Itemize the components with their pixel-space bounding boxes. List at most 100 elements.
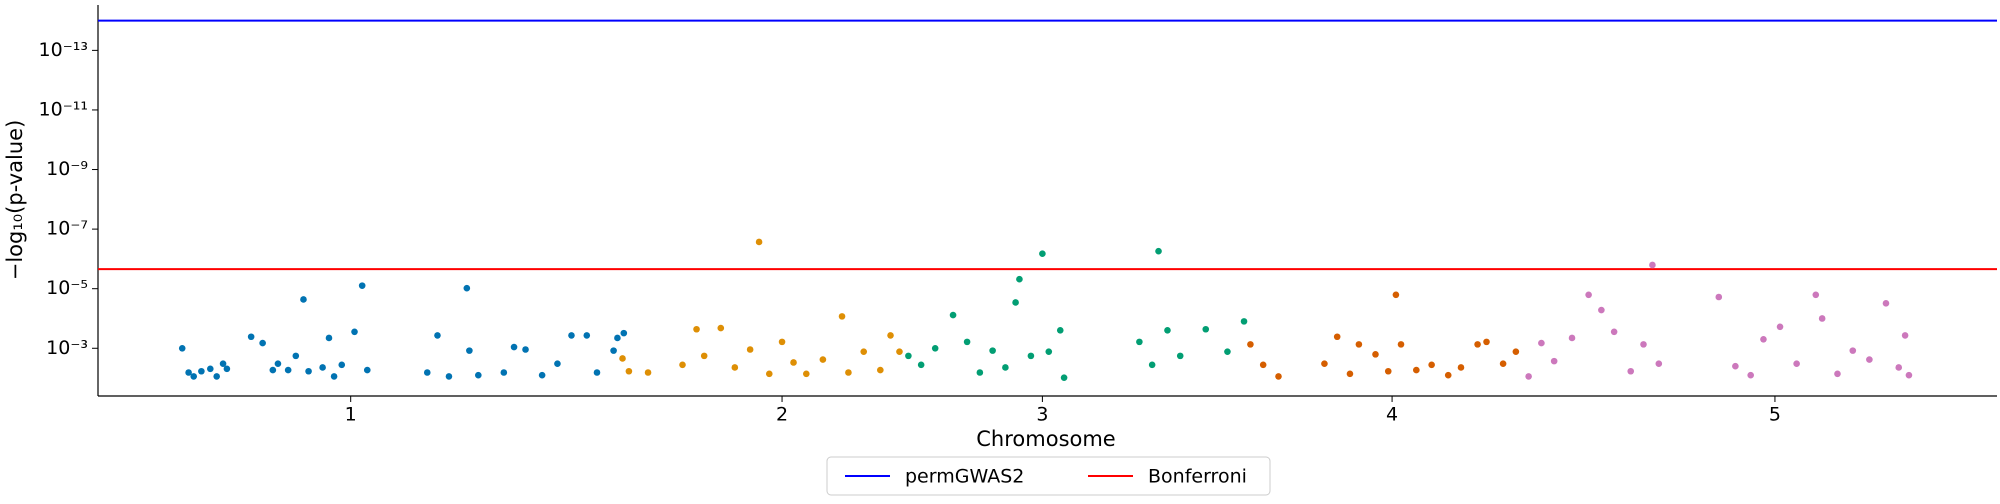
point [731,364,739,371]
point [319,364,326,371]
point [1499,360,1507,368]
point [284,366,292,374]
point [1148,361,1156,369]
point [877,366,884,374]
point [1259,361,1267,369]
point [1882,300,1890,307]
point [1428,361,1435,369]
point [198,367,205,375]
y-tick-label: 10⁻⁵ [46,277,88,299]
point [693,325,700,333]
point [644,369,652,376]
point [583,332,591,339]
point [610,347,617,354]
legend-label: Bonferroni [1148,466,1247,488]
point [619,355,626,362]
point [860,348,868,355]
point [1056,327,1064,334]
y-tick-label: 10⁻⁷ [46,218,88,240]
point [1136,338,1143,346]
point [466,347,473,354]
point [223,365,231,373]
point [305,367,312,375]
point [949,311,957,319]
point [185,369,192,376]
point [1732,362,1739,370]
point [1372,351,1379,358]
point [269,366,277,374]
x-axis-label: Chromosome [976,427,1115,451]
point [1027,352,1035,360]
point [1474,341,1481,348]
legend-box [826,456,1271,496]
point [1715,293,1723,301]
point [1392,291,1400,299]
x-tick-label: 2 [776,404,788,426]
point [989,347,996,354]
point [1002,364,1009,371]
point [679,361,686,369]
point [963,338,971,346]
point [510,343,518,351]
point [593,369,601,376]
point [1457,364,1465,371]
x-tick-label: 5 [1769,404,1781,426]
y-tick-label: 10⁻³ [46,337,88,359]
point [1525,373,1532,380]
point [1627,367,1635,375]
point [931,344,939,352]
point [819,356,827,363]
point [1585,291,1592,299]
point [1640,341,1647,348]
point [1895,364,1903,371]
point [1649,261,1656,269]
point [1202,325,1210,333]
point [358,282,366,289]
point [1849,347,1857,354]
point [700,352,708,360]
point [1760,336,1767,343]
point [274,360,282,368]
point [1834,370,1841,378]
point [1818,315,1826,322]
point [802,370,810,378]
point [1247,341,1254,348]
point [887,332,894,339]
point [1155,247,1162,255]
point [614,334,621,342]
point [1012,299,1019,306]
point [190,373,198,380]
point [620,329,628,337]
point [247,333,255,341]
point [1045,348,1053,355]
point [522,346,529,353]
legend-label: permGWAS2 [905,466,1024,488]
point [1346,370,1354,378]
point [625,367,633,375]
point [178,344,186,352]
point [207,365,214,373]
point [976,369,984,376]
point [325,334,333,342]
point [1812,291,1820,299]
point [917,361,925,369]
point [423,369,431,376]
point [1610,328,1618,336]
point [300,296,307,303]
point [554,360,561,368]
point [463,284,471,292]
point [778,338,786,346]
point [1901,332,1909,339]
point [1039,250,1046,258]
point [1164,327,1171,334]
point [1275,373,1282,380]
x-tick-label: 3 [1036,404,1048,426]
point [1321,360,1328,368]
point [1905,371,1913,379]
y-tick-label: 10⁻⁹ [46,158,88,180]
point [1444,371,1452,379]
point [1550,357,1558,365]
point [1413,366,1420,374]
point [1483,338,1490,346]
